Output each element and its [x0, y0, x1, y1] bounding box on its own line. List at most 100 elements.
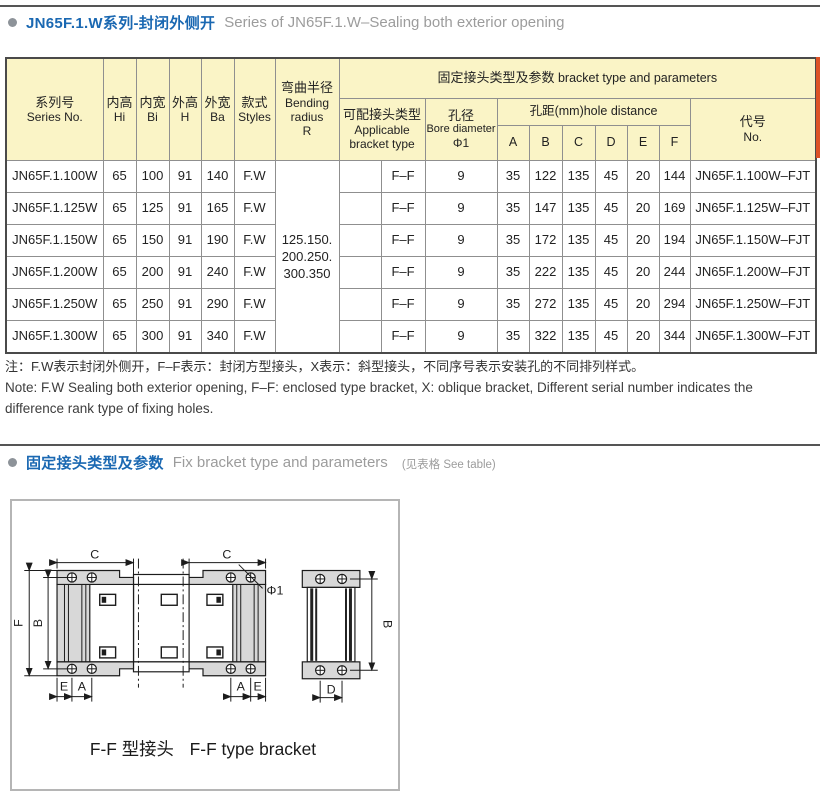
cell-e: 20 [626, 287, 660, 321]
cell-bore: 9 [424, 319, 498, 353]
cell-ba: 240 [200, 255, 235, 289]
cell-h: 91 [168, 319, 202, 353]
cell-bi: 100 [135, 159, 170, 193]
cell-bore: 9 [424, 191, 498, 225]
cell-e: 20 [626, 319, 660, 353]
cell-c: 135 [561, 191, 596, 225]
header-row-2: 可配接头类型 Applicable bracket type 孔径 Bore diam… [6, 97, 817, 161]
col-header-series: 系列号 Series No. [5, 57, 104, 161]
cell-h: 91 [168, 223, 202, 257]
mid-divider [0, 444, 820, 446]
table-row: JN65F.1.300W 65 300 91 340 F.W F–F 9 35 … [5, 319, 817, 353]
dim-label-b-left: B [31, 619, 45, 627]
cell-bracket: F–F [380, 159, 426, 193]
cell-ba: 190 [200, 223, 235, 257]
cell-d: 45 [594, 223, 628, 257]
cell-series: JN65F.1.250W [5, 287, 104, 321]
cell-b: 147 [528, 191, 563, 225]
cell-applicable-empty [338, 223, 382, 257]
cell-series: JN65F.1.125W [5, 191, 104, 225]
cell-f: 344 [658, 319, 691, 353]
col-header-bracket-group: 固定接头类型及参数 bracket type and parameters [338, 57, 817, 99]
cell-c: 135 [561, 223, 596, 257]
col-header-radius: 弯曲半径 Bending radius R [274, 57, 340, 161]
table-notes: 注：F.W表示封闭外侧开，F–F表示：封闭方型接头，X表示：斜型接头，不同序号表… [5, 356, 811, 419]
cell-f: 169 [658, 191, 691, 225]
col-header-styles: 款式 Styles [233, 57, 276, 161]
cell-bracket: F–F [380, 223, 426, 257]
bracket-diagram-box: C C Φ1 F B E A A E B D F-F 型接头 F-F type b… [10, 499, 400, 791]
cell-h: 91 [168, 191, 202, 225]
cell-bi: 300 [135, 319, 170, 353]
cell-code: JN65F.1.250W–FJT [689, 287, 817, 321]
header-row-3: A B C D E F [6, 124, 816, 161]
cell-e: 20 [626, 223, 660, 257]
cell-style: F.W [233, 223, 276, 257]
col-header-b: B [528, 124, 563, 161]
dim-label-c-left: C [90, 548, 99, 562]
col-header-e: E [626, 124, 660, 161]
cell-bi: 250 [135, 287, 170, 321]
dim-label-phi1: Φ1 [267, 583, 284, 597]
cell-applicable-empty [338, 191, 382, 225]
section2-title-en: Fix bracket type and parameters [172, 454, 388, 471]
cell-bi: 125 [135, 191, 170, 225]
cell-d: 45 [594, 191, 628, 225]
cell-hi: 65 [102, 191, 137, 225]
cell-c: 135 [561, 255, 596, 289]
cell-bracket: F–F [380, 319, 426, 353]
table-row: JN65F.1.100W 65 100 91 140 F.W 125.150. … [5, 159, 817, 353]
cell-ba: 140 [200, 159, 235, 193]
cell-applicable-empty [338, 287, 382, 321]
cell-bracket: F–F [380, 287, 426, 321]
col-header-ba: 外宽 Ba [200, 57, 235, 161]
cell-bore: 9 [424, 223, 498, 257]
cell-applicable-empty [338, 319, 382, 353]
cell-a: 35 [496, 223, 530, 257]
cell-e: 20 [626, 255, 660, 289]
spec-table: 系列号 Series No. 内高 Hi 内宽 Bi 外高 H 外宽 Ba 款式 Style… [5, 57, 818, 354]
top-divider [0, 5, 820, 7]
cell-ba: 340 [200, 319, 235, 353]
table-row: JN65F.1.125W 65 125 91 165 F.W F–F 9 35 … [5, 191, 817, 225]
cell-bracket: F–F [380, 191, 426, 225]
cell-e: 20 [626, 159, 660, 193]
cell-style: F.W [233, 255, 276, 289]
cell-style: F.W [233, 319, 276, 353]
cell-hi: 65 [102, 287, 137, 321]
dim-label-a-left: A [78, 680, 87, 694]
cell-series: JN65F.1.100W [5, 159, 104, 193]
cell-c: 135 [561, 319, 596, 353]
col-header-f: F [658, 124, 691, 161]
bullet-icon [8, 18, 17, 27]
cell-d: 45 [594, 319, 628, 353]
cell-b: 172 [528, 223, 563, 257]
cell-a: 35 [496, 287, 530, 321]
cell-style: F.W [233, 287, 276, 321]
cell-code: JN65F.1.100W–FJT [689, 159, 817, 193]
cell-hi: 65 [102, 255, 137, 289]
col-header-hi: 内高 Hi [102, 57, 137, 161]
cell-d: 45 [594, 287, 628, 321]
cell-b: 222 [528, 255, 563, 289]
cell-bi: 200 [135, 255, 170, 289]
cell-h: 91 [168, 255, 202, 289]
cell-b: 272 [528, 287, 563, 321]
cell-ba: 290 [200, 287, 235, 321]
cell-f: 144 [658, 159, 691, 193]
cell-series: JN65F.1.200W [5, 255, 104, 289]
cell-hi: 65 [102, 319, 137, 353]
cell-d: 45 [594, 159, 628, 193]
cell-applicable-empty [338, 159, 382, 193]
table-row: JN65F.1.250W 65 250 91 290 F.W F–F 9 35 … [5, 287, 817, 321]
col-header-applicable: 可配接头类型 Applicable bracket type [338, 97, 426, 161]
cell-hi: 65 [102, 223, 137, 257]
cell-c: 135 [561, 287, 596, 321]
cell-series: JN65F.1.150W [5, 223, 104, 257]
note-en: Note: F.W Sealing both exterior opening,… [5, 380, 753, 416]
header-row-1: 系列号 Series No. 内高 Hi 内宽 Bi 外高 H 外宽 Ba 款式 Style… [5, 57, 817, 161]
section1-title-en: Series of JN65F.1.W–Sealing both exterio… [224, 14, 565, 31]
cell-e: 20 [626, 191, 660, 225]
dim-label-b-right: B [381, 620, 394, 628]
dim-label-a-right: A [237, 680, 246, 694]
